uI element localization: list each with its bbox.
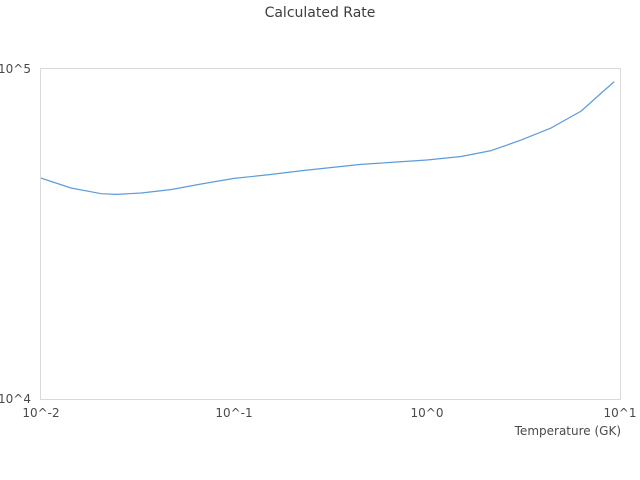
x-tick-label: 10^1 (603, 406, 637, 420)
y-tick-label: 10^5 (0, 62, 31, 76)
plot-area (40, 68, 621, 400)
chart-title: Calculated Rate (264, 5, 376, 21)
x-tick-label: 10^-1 (215, 406, 253, 420)
y-tick-label: 10^4 (0, 392, 31, 406)
x-tick-label: 10^-2 (22, 406, 60, 420)
x-axis-title: Temperature (GK) (514, 424, 621, 438)
x-tick-label: 10^0 (410, 406, 444, 420)
rate-line-plot (41, 81, 615, 196)
rate-line-path (41, 81, 615, 196)
